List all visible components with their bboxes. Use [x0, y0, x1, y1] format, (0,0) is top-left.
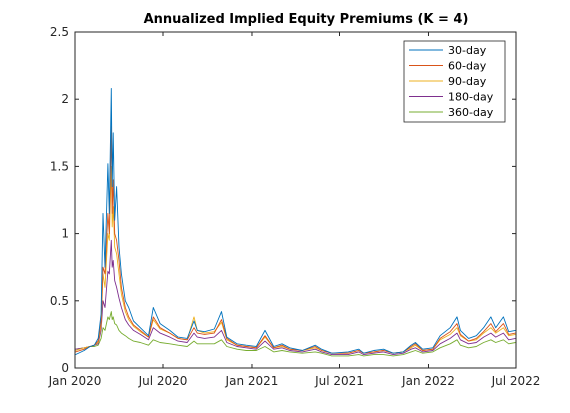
y-tick-label: 1.5 [50, 159, 69, 173]
ticks-layer: Jan 2020 Jul 2020 Jan 2021 Jul 2021 Jan 2022… [48, 25, 541, 388]
legend: 30-day 60-day 90-day 180-day 360-day [403, 40, 506, 123]
x-tick-label: Jan 2021 [225, 374, 279, 388]
x-tick-label: Jan 2022 [401, 374, 455, 388]
series-layer [75, 87, 516, 357]
x-tick-label: Jul 2020 [138, 374, 188, 388]
y-tick-label: 2.5 [50, 25, 69, 39]
y-tick-label: 2 [61, 92, 69, 106]
legend-label-180-day: 180-day [448, 91, 494, 104]
y-tick-label: 0.5 [50, 294, 69, 308]
x-tick-label: Jul 2021 [314, 374, 364, 388]
series-line-360-day [75, 311, 516, 357]
x-tick-label: Jul 2022 [491, 374, 541, 388]
series-line-180-day [75, 239, 516, 356]
series-line-60-day [75, 125, 516, 354]
series-line-30-day [75, 87, 516, 356]
legend-label-90-day: 90-day [448, 75, 487, 88]
x-tick-label: Jan 2020 [48, 374, 102, 388]
legend-label-30-day: 30-day [448, 44, 487, 57]
y-tick-label: 1 [61, 227, 69, 241]
chart-title: Annualized Implied Equity Premiums (K = … [144, 12, 469, 27]
legend-label-60-day: 60-day [448, 60, 487, 73]
y-tick-label: 0 [61, 361, 69, 375]
legend-label-360-day: 360-day [448, 106, 494, 119]
